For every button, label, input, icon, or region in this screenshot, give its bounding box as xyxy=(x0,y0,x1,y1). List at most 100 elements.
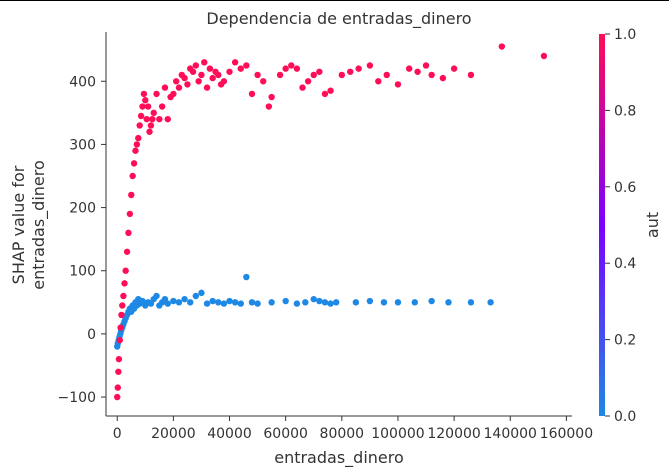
point-aut-0-63 xyxy=(487,299,494,306)
point-aut-1-34 xyxy=(161,84,169,91)
point-aut-1-81 xyxy=(394,81,402,88)
point-aut-1-62 xyxy=(260,78,267,85)
point-aut-0-38 xyxy=(215,299,222,306)
point-aut-1-5 xyxy=(117,324,124,331)
point-aut-1-1 xyxy=(114,384,121,391)
colorbar-ticks: 0.0 0.2 0.4 0.6 0.8 1.0 xyxy=(605,27,636,425)
point-aut-1-24 xyxy=(142,97,149,104)
point-aut-0-43 xyxy=(243,273,250,281)
point-aut-1-37 xyxy=(170,90,177,98)
point-aut-1-25 xyxy=(143,115,150,123)
point-aut-1-50 xyxy=(206,65,214,72)
chart-title: Dependencia de entradas_dinero xyxy=(206,9,471,29)
x-tick-label-4: 80000 xyxy=(320,426,365,442)
point-aut-0-46 xyxy=(268,299,275,306)
point-aut-0-55 xyxy=(352,299,360,306)
point-aut-1-56 xyxy=(226,68,233,75)
point-aut-1-88 xyxy=(467,71,475,79)
point-aut-0-62 xyxy=(467,299,475,306)
point-aut-1-20 xyxy=(136,122,143,129)
window-top-border xyxy=(0,0,669,1)
point-aut-1-46 xyxy=(195,78,202,85)
point-aut-1-14 xyxy=(128,191,135,199)
point-aut-1-29 xyxy=(149,115,156,123)
point-aut-0-54 xyxy=(332,299,340,306)
point-aut-0-36 xyxy=(203,300,211,307)
point-aut-0-48 xyxy=(293,300,301,307)
colorbar-tick-label-1: 0.2 xyxy=(614,333,636,349)
point-aut-0-56 xyxy=(366,297,374,305)
colorbar-tick-label-0: 0.0 xyxy=(614,409,636,425)
x-tick-label-2: 40000 xyxy=(207,426,252,442)
point-aut-1-89 xyxy=(498,43,506,50)
y-axis-label-line-1: SHAP value for xyxy=(9,165,28,284)
colorbar-tick-label-2: 0.4 xyxy=(614,256,636,272)
point-aut-1-31 xyxy=(153,90,160,98)
point-aut-1-21 xyxy=(137,112,145,120)
point-aut-0-58 xyxy=(394,299,402,306)
point-aut-1-60 xyxy=(248,90,256,98)
point-aut-0-39 xyxy=(220,300,228,307)
y-tick-label-4: 300 xyxy=(69,137,96,153)
point-aut-1-72 xyxy=(316,68,323,75)
point-aut-1-44 xyxy=(189,68,197,75)
point-aut-1-69 xyxy=(299,84,306,91)
point-aut-0-33 xyxy=(187,299,194,306)
point-aut-0-30 xyxy=(170,297,177,305)
point-aut-1-67 xyxy=(288,62,295,69)
point-aut-1-13 xyxy=(126,210,134,218)
x-tick-label-1: 20000 xyxy=(151,426,196,442)
point-aut-1-73 xyxy=(321,90,329,98)
point-aut-1-6 xyxy=(118,311,125,319)
point-aut-0-60 xyxy=(428,297,435,305)
point-aut-1-22 xyxy=(139,103,146,110)
point-aut-1-53 xyxy=(215,71,222,79)
point-aut-1-59 xyxy=(243,62,250,69)
point-aut-1-38 xyxy=(172,78,180,85)
point-aut-1-77 xyxy=(355,65,362,72)
point-aut-1-61 xyxy=(254,71,261,79)
y-tick-label-0: −100 xyxy=(58,390,96,406)
point-aut-1-68 xyxy=(293,65,301,72)
point-aut-1-18 xyxy=(133,141,141,148)
point-aut-1-47 xyxy=(198,71,205,79)
point-aut-1-76 xyxy=(347,68,354,75)
x-axis-label: entradas_dinero xyxy=(274,448,404,468)
point-aut-1-80 xyxy=(383,71,390,79)
point-aut-0-53 xyxy=(327,300,334,307)
series-aut-1 xyxy=(114,43,548,401)
point-aut-1-51 xyxy=(209,74,216,82)
point-aut-0-50 xyxy=(310,295,317,303)
y-axis-label: SHAP value for entradas_dinero xyxy=(9,160,49,290)
point-aut-1-83 xyxy=(414,68,421,75)
point-aut-1-49 xyxy=(203,84,211,91)
point-aut-1-42 xyxy=(184,81,191,88)
point-aut-1-15 xyxy=(129,172,136,180)
point-aut-1-48 xyxy=(201,59,208,66)
y-tick-label-2: 100 xyxy=(69,264,96,280)
colorbar-tick-label-4: 0.8 xyxy=(614,103,636,119)
point-aut-1-85 xyxy=(428,71,435,79)
point-aut-0-34 xyxy=(192,292,200,300)
point-aut-1-2 xyxy=(115,368,122,375)
point-aut-1-41 xyxy=(181,74,188,82)
point-aut-1-35 xyxy=(164,115,171,123)
point-aut-1-23 xyxy=(140,90,148,98)
point-aut-1-82 xyxy=(405,65,413,72)
point-aut-1-28 xyxy=(147,122,155,129)
point-aut-0-47 xyxy=(282,297,289,305)
point-aut-1-57 xyxy=(231,59,239,66)
y-tick-label-1: 0 xyxy=(87,327,96,343)
x-tick-label-5: 100000 xyxy=(371,426,424,442)
point-aut-0-51 xyxy=(316,297,323,305)
point-aut-0-35 xyxy=(198,289,205,297)
x-tick-label-6: 120000 xyxy=(427,426,480,442)
point-aut-1-70 xyxy=(304,78,312,85)
x-axis-ticks: 0 20000 40000 60000 80000 100000 120000 140000 1… xyxy=(113,416,593,442)
point-aut-1-3 xyxy=(115,355,123,363)
y-tick-label-5: 400 xyxy=(69,74,96,90)
point-aut-0-52 xyxy=(321,299,329,306)
point-aut-1-30 xyxy=(150,109,157,117)
x-tick-label-8: 160000 xyxy=(540,426,593,442)
